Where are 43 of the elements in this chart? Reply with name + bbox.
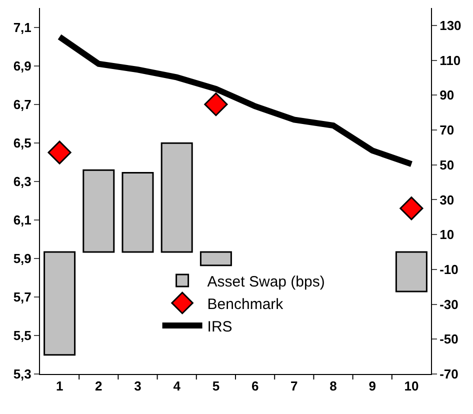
bar: [200, 251, 232, 266]
y-tick-label: 7,1: [13, 20, 32, 35]
y2-tick-label: -70: [440, 366, 458, 382]
y-tick-label: 5,7: [13, 290, 32, 304]
legend-label: Benchmark: [207, 296, 284, 313]
point: [204, 92, 228, 116]
y2-tick-label: -30: [440, 296, 458, 312]
y2-tick-label: 130: [440, 18, 462, 33]
y2-tick-label: -50: [440, 332, 458, 347]
y-tick-label: 5,9: [13, 250, 32, 266]
x-tick-label: 9: [368, 378, 376, 394]
x-tick-label: 10: [404, 378, 419, 394]
point: [48, 140, 72, 164]
bar: [44, 251, 76, 356]
y2-tick-label: 90: [440, 88, 454, 103]
bar: [122, 172, 154, 253]
y2-tick-label: 10: [440, 227, 454, 242]
x-tick-label: 2: [95, 378, 102, 394]
y2-tick-label: 70: [440, 122, 454, 138]
point: [400, 196, 424, 220]
y-tick-label: 6,9: [13, 58, 32, 74]
bar: [160, 142, 193, 253]
bar: [82, 169, 115, 253]
x-tick-label: 6: [251, 378, 259, 394]
x-tick-label: 5: [212, 378, 220, 394]
y-tick-label: 6,7: [13, 96, 32, 112]
legend-label: IRS: [207, 318, 232, 336]
legend-label: Asset Swap (bps): [207, 273, 325, 290]
y2-tick-label: 30: [440, 192, 454, 208]
y-tick-label: 5,5: [13, 328, 32, 344]
y-tick-label: 5,3: [13, 366, 32, 382]
y2-tick-label: -10: [440, 262, 458, 277]
x-tick-label: 1: [56, 378, 64, 394]
x-tick-label: 8: [330, 378, 337, 394]
y-tick-label: 6,1: [13, 212, 32, 228]
y2-tick-label: 110: [440, 52, 461, 68]
bar: [395, 251, 428, 292]
y-tick-label: 6,3: [13, 174, 32, 189]
x-tick-label: 7: [290, 378, 298, 394]
x-tick-label: 3: [134, 378, 142, 394]
x-tick-label: 4: [173, 378, 182, 394]
y2-tick-label: 50: [440, 157, 454, 172]
y-tick-label: 6,5: [13, 135, 32, 150]
